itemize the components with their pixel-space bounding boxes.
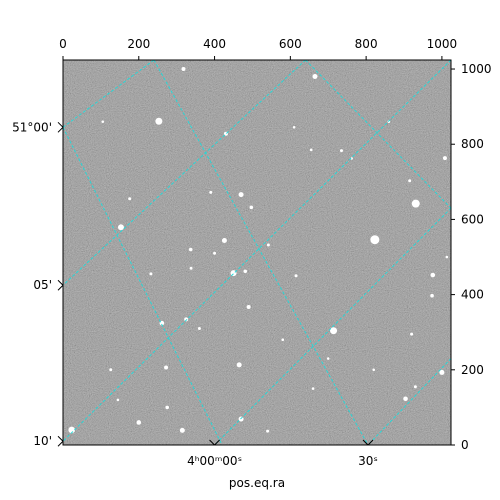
star-point	[294, 274, 298, 278]
x-tick-label-top: 600	[279, 37, 302, 51]
dec-tick	[57, 435, 64, 442]
dec-tick	[57, 284, 64, 291]
star-point	[149, 272, 153, 276]
x-tick-label-top: 200	[127, 37, 150, 51]
y-tick-label-right: 600	[461, 212, 484, 226]
star-point	[339, 149, 343, 153]
star-point	[311, 387, 315, 390]
star-point	[439, 369, 445, 375]
grid-line	[214, 207, 451, 445]
dec-tick-label: 10'	[33, 434, 52, 448]
grid-line	[63, 127, 223, 445]
dec-tick	[57, 121, 64, 128]
star-point	[184, 317, 189, 322]
star-point	[372, 368, 376, 372]
star-point	[155, 117, 163, 125]
star-point	[281, 338, 285, 342]
star-point	[408, 179, 412, 183]
star-point	[209, 190, 213, 194]
star-point	[326, 357, 330, 360]
ra-tick	[362, 439, 369, 446]
dec-tick	[57, 126, 64, 133]
star-point	[403, 396, 408, 402]
plot-frame	[62, 59, 452, 446]
grid-line	[63, 60, 451, 442]
star-point	[165, 405, 169, 410]
grid-line	[63, 60, 306, 286]
star-point	[249, 205, 254, 210]
star-point	[136, 420, 142, 425]
star-point	[266, 429, 270, 433]
star-point	[164, 365, 169, 370]
star-point	[430, 272, 436, 278]
star-point	[236, 362, 242, 368]
y-tick-label-right: 200	[461, 363, 484, 377]
star-point	[445, 255, 449, 259]
star-point	[430, 293, 434, 298]
star-point	[410, 332, 414, 336]
ra-tick-label: 30ˢ	[358, 454, 378, 468]
star-point	[350, 157, 353, 160]
star-point	[179, 427, 185, 433]
star-point	[116, 398, 120, 402]
star-point	[312, 74, 318, 80]
x-tick-label-top: 800	[355, 37, 378, 51]
star-point	[221, 237, 227, 243]
grid-line	[63, 60, 155, 128]
star-point	[117, 224, 124, 231]
star-point	[411, 199, 420, 208]
dec-tick	[57, 440, 64, 447]
ra-tick	[214, 439, 220, 446]
ra-tick-label: 4ʰ00ᵐ00ˢ	[187, 454, 242, 468]
star-point	[243, 269, 248, 274]
y-tick-label-right: 400	[461, 288, 484, 302]
star-point	[442, 156, 447, 161]
y-tick-label-right: 1000	[461, 62, 492, 76]
x-tick-label-top: 1000	[427, 37, 458, 51]
coordinate-grid	[63, 60, 451, 445]
star-point	[101, 120, 105, 123]
star-point	[370, 235, 380, 245]
x-tick-label-top: 400	[203, 37, 226, 51]
star-point	[68, 426, 76, 434]
y-tick-label-right: 0	[461, 438, 469, 452]
star-point	[188, 247, 193, 252]
x-tick-label-top: 0	[59, 37, 67, 51]
axis-ticks: 0 200 400 600 800 1000 0 200 400 600 800 1000 4ʰ00ᵐ0…	[12, 37, 491, 468]
star-point	[181, 67, 186, 72]
dec-tick	[57, 279, 64, 286]
star-point	[413, 385, 417, 389]
dec-tick-label: 05'	[33, 278, 52, 292]
star-point	[266, 243, 270, 247]
star-point	[128, 197, 132, 201]
y-tick-label-right: 800	[461, 137, 484, 151]
ra-tick	[367, 439, 374, 446]
star-point	[213, 251, 217, 255]
star-point	[292, 125, 296, 129]
star-point	[309, 148, 313, 152]
star-point	[246, 305, 251, 310]
star-point	[197, 326, 201, 330]
ra-tick	[209, 439, 215, 446]
x-axis-label: pos.eq.ra	[229, 476, 285, 490]
grid-line	[153, 60, 369, 445]
star-point	[238, 192, 244, 198]
star-point	[189, 266, 193, 270]
dec-tick-label: 51°00'	[12, 120, 52, 134]
star-point	[330, 327, 338, 335]
star-point	[109, 368, 113, 372]
